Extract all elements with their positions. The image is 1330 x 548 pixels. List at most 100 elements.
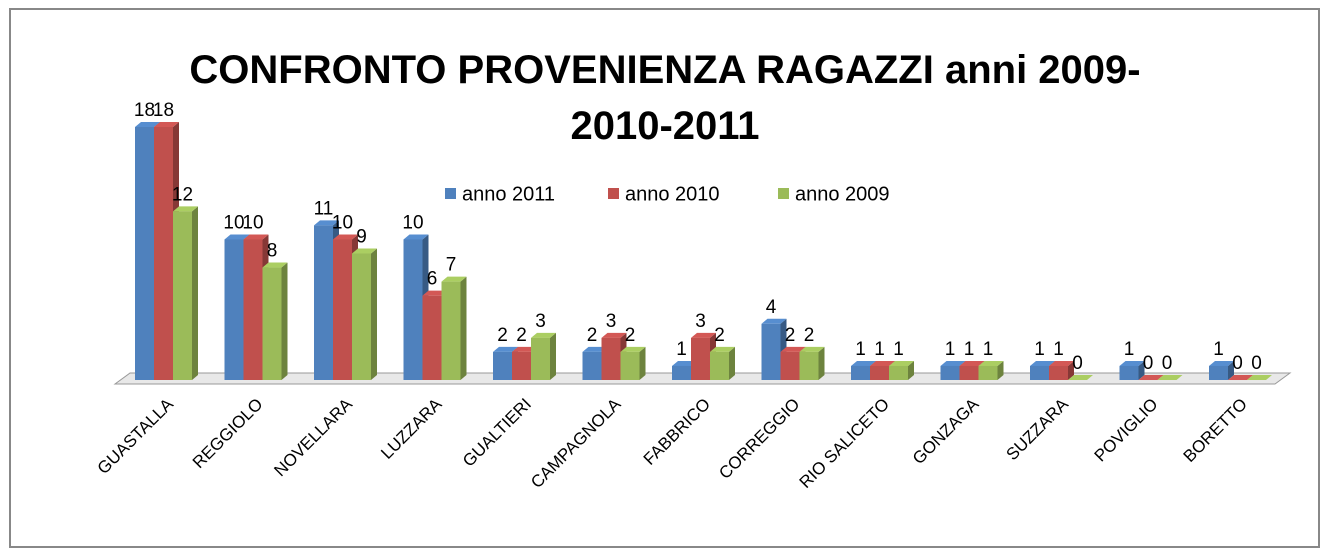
bar (851, 366, 870, 380)
bar (404, 239, 423, 380)
bar-side (461, 277, 467, 380)
bar (135, 127, 154, 380)
value-label: 8 (267, 241, 278, 262)
value-label: 2 (497, 325, 508, 346)
value-label: 2 (625, 325, 636, 346)
x-tick-label: REGGIOLO (189, 395, 267, 473)
value-label: 1 (893, 339, 904, 360)
bar (889, 366, 908, 380)
bar (691, 338, 710, 380)
value-label: 1 (945, 339, 956, 360)
bar (173, 211, 192, 380)
bar (352, 254, 371, 381)
value-label: 1 (874, 339, 885, 360)
bar (493, 352, 512, 380)
bar (870, 366, 889, 380)
x-tick-label: NOVELLARA (270, 394, 356, 480)
value-label: 3 (606, 311, 617, 332)
bar (333, 239, 352, 380)
bar (263, 268, 282, 380)
bar (244, 239, 263, 380)
value-label: 2 (516, 325, 527, 346)
x-tick-label: POVIGLIO (1091, 395, 1162, 466)
x-tick-label: CORREGGIO (715, 395, 803, 483)
value-label: 18 (153, 100, 174, 121)
value-label: 1 (855, 339, 866, 360)
legend-swatch (778, 188, 789, 199)
bar (762, 324, 781, 380)
bar (1030, 366, 1049, 380)
value-label: 2 (714, 325, 725, 346)
value-label: 6 (427, 269, 438, 290)
x-tick-label: GUALTIERI (459, 395, 535, 471)
bar (1209, 366, 1228, 380)
x-tick-label: BORETTO (1180, 395, 1251, 466)
bar (1049, 366, 1068, 380)
value-label: 2 (804, 325, 815, 346)
bar-side (192, 206, 198, 380)
bar (531, 338, 550, 380)
value-label: 0 (1232, 353, 1243, 374)
legend-label: anno 2009 (795, 183, 890, 205)
value-label: 3 (695, 311, 706, 332)
value-label: 4 (766, 297, 777, 318)
value-label: 1 (964, 339, 975, 360)
bar (154, 127, 173, 380)
bar (781, 352, 800, 380)
bar (512, 352, 531, 380)
bar (672, 366, 691, 380)
value-label: 10 (402, 212, 423, 233)
bar (225, 239, 244, 380)
bar (979, 366, 998, 380)
bar (442, 282, 461, 380)
value-label: 10 (332, 212, 353, 233)
bar (314, 225, 333, 380)
value-label: 7 (446, 255, 457, 276)
x-tick-label: GONZAGA (909, 394, 983, 468)
value-label: 0 (1072, 353, 1083, 374)
value-label: 1 (983, 339, 994, 360)
bar (583, 352, 602, 380)
value-label: 10 (223, 212, 244, 233)
bar-side (550, 333, 556, 380)
x-tick-label: RIO SALICETO (796, 395, 893, 492)
value-label: 1 (1213, 339, 1224, 360)
bar (941, 366, 960, 380)
value-label: 18 (134, 100, 155, 121)
legend-swatch (445, 188, 456, 199)
bar (602, 338, 621, 380)
x-tick-label: GUASTALLA (94, 394, 178, 478)
bar (1120, 366, 1139, 380)
bar-side (371, 249, 377, 381)
value-label: 9 (356, 227, 367, 248)
value-label: 2 (587, 325, 598, 346)
bar (710, 352, 729, 380)
x-tick-label: FABBRICO (640, 395, 714, 469)
value-label: 10 (242, 212, 263, 233)
value-label: 11 (314, 198, 334, 219)
value-label: 0 (1251, 353, 1262, 374)
bar-side (640, 347, 646, 380)
value-label: 1 (676, 339, 687, 360)
value-label: 3 (535, 311, 546, 332)
legend-swatch (608, 188, 619, 199)
x-tick-label: LUZZARA (377, 394, 446, 463)
value-label: 0 (1162, 353, 1173, 374)
bar-side (282, 263, 288, 380)
legend-label: anno 2011 (462, 183, 555, 205)
bar (621, 352, 640, 380)
legend-label: anno 2010 (625, 183, 720, 205)
bar (960, 366, 979, 380)
x-tick-label: CAMPAGNOLA (527, 394, 625, 492)
value-label: 12 (172, 184, 193, 205)
value-label: 2 (785, 325, 796, 346)
bar-side (819, 347, 825, 380)
value-label: 1 (1053, 339, 1064, 360)
value-label: 0 (1143, 353, 1154, 374)
x-tick-label: SUZZARA (1002, 394, 1072, 464)
bar-side (729, 347, 735, 380)
bar (800, 352, 819, 380)
value-label: 1 (1124, 339, 1135, 360)
